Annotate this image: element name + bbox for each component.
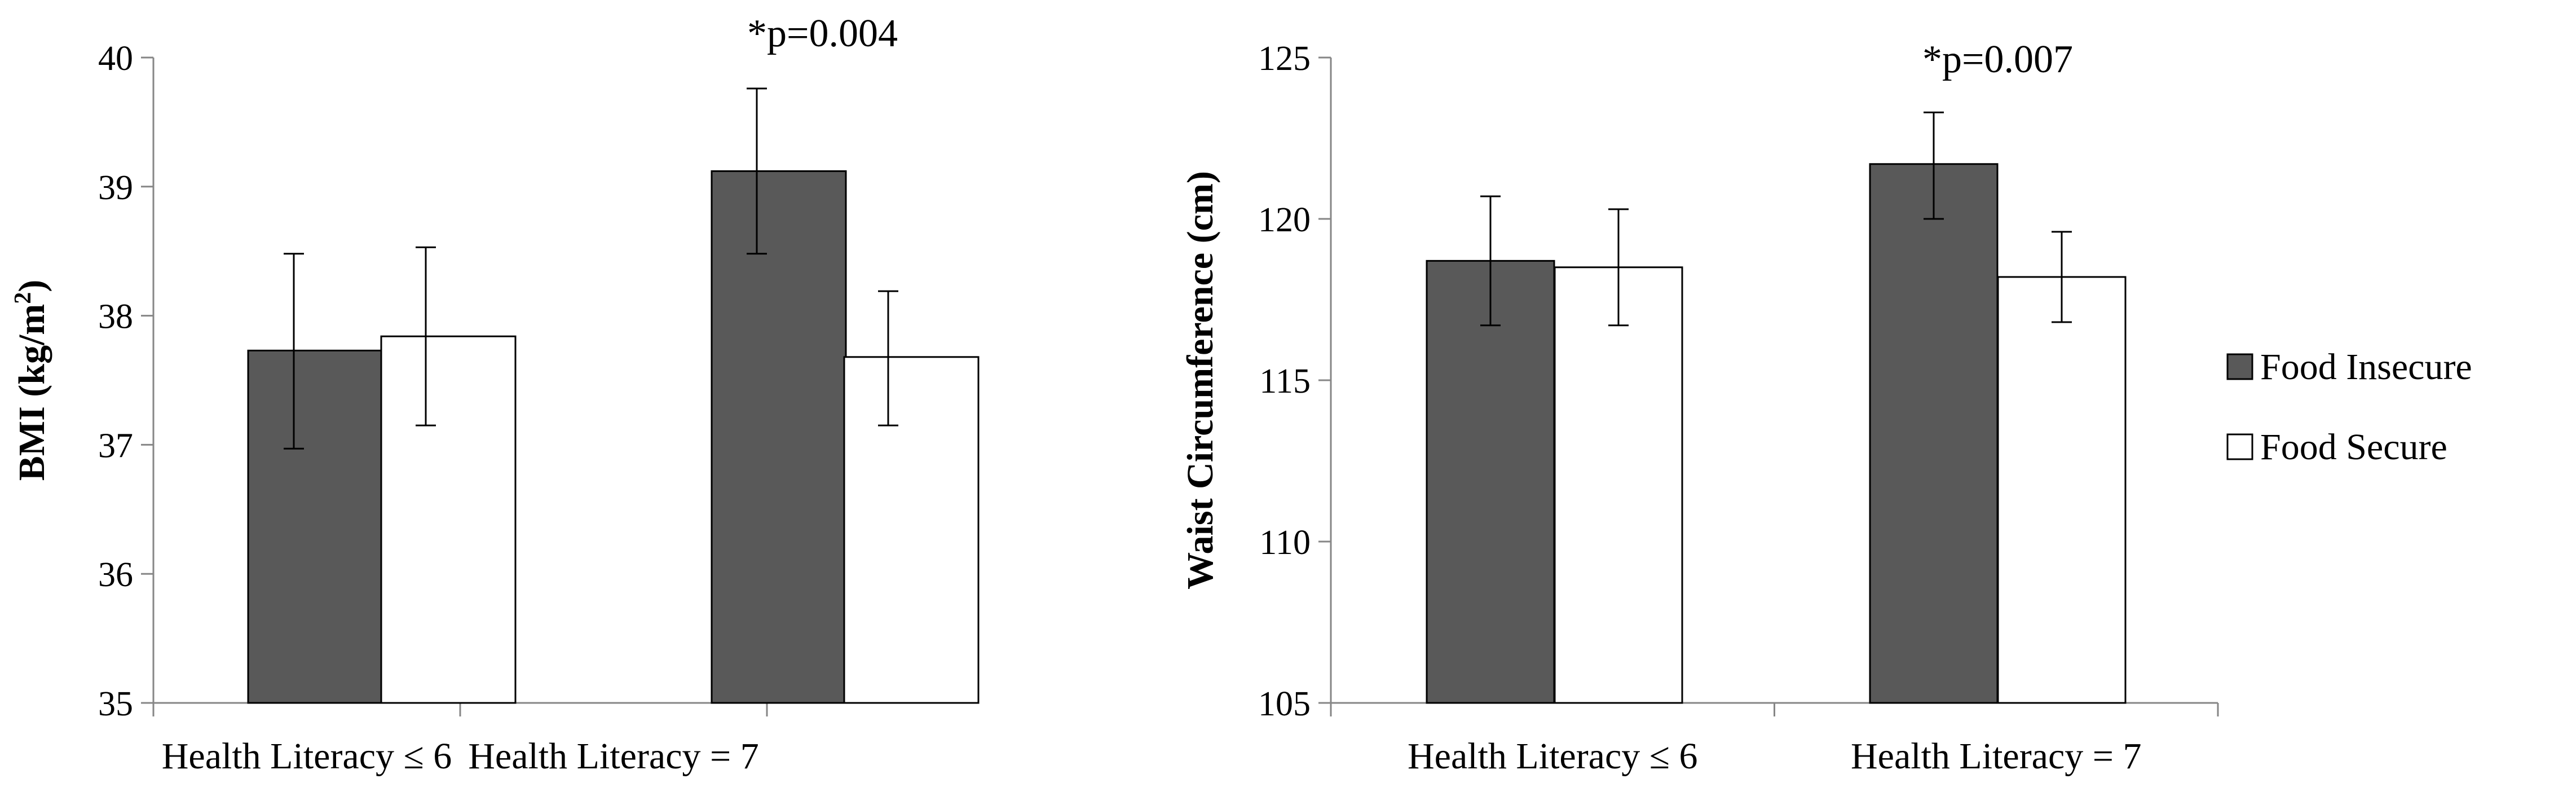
bar-food-insecure: [247, 349, 383, 704]
bar-food-secure: [380, 335, 517, 704]
y-tick-label: 105: [1258, 685, 1311, 723]
legend-label-food-secure: Food Secure: [2260, 426, 2447, 468]
y-axis-label: Waist Circumference (cm): [1180, 171, 1221, 590]
y-tick-label: 115: [1259, 362, 1311, 401]
bmi-chart: 35 36 37 38 39 40 Health Literacy ≤ 6 Health Li…: [10, 12, 980, 777]
y-tick-label: 110: [1259, 524, 1311, 562]
significance-annotation: *p=0.007: [1922, 38, 2073, 81]
y-tick-label: 40: [98, 39, 133, 78]
y-axis-label: BMI (kg/m2): [10, 280, 52, 481]
y-tick-label: 37: [98, 426, 133, 465]
y-tick-label: 35: [98, 685, 133, 723]
bar-food-secure: [1554, 266, 1683, 704]
x-category-label: Health Literacy = 7: [468, 736, 759, 777]
y-tick-label: 120: [1258, 201, 1311, 239]
bar-food-insecure: [1426, 260, 1555, 704]
x-category-label: Health Literacy ≤ 6: [1408, 736, 1698, 777]
y-tick-label: 38: [98, 298, 133, 336]
y-tick-label: 39: [98, 169, 133, 207]
x-category-label: Health Literacy ≤ 6: [162, 736, 452, 777]
bar-food-secure: [1997, 276, 2127, 704]
significance-annotation: *p=0.004: [747, 12, 898, 55]
bar-food-insecure: [711, 170, 847, 704]
legend-swatch-food-insecure: [2226, 353, 2253, 380]
y-tick-label: 36: [98, 556, 133, 594]
bar-food-insecure: [1869, 163, 1999, 704]
legend-label-food-insecure: Food Insecure: [2260, 346, 2472, 388]
y-tick-label: 125: [1258, 39, 1311, 78]
bar-food-secure: [843, 356, 980, 704]
waist-circumference-chart: 105 110 115 120 125 Health Literacy ≤ 6 Health…: [1180, 38, 2219, 777]
legend: Food Insecure Food Secure: [2226, 346, 2472, 468]
legend-swatch-food-secure: [2226, 433, 2253, 460]
x-category-label: Health Literacy = 7: [1851, 736, 2142, 777]
